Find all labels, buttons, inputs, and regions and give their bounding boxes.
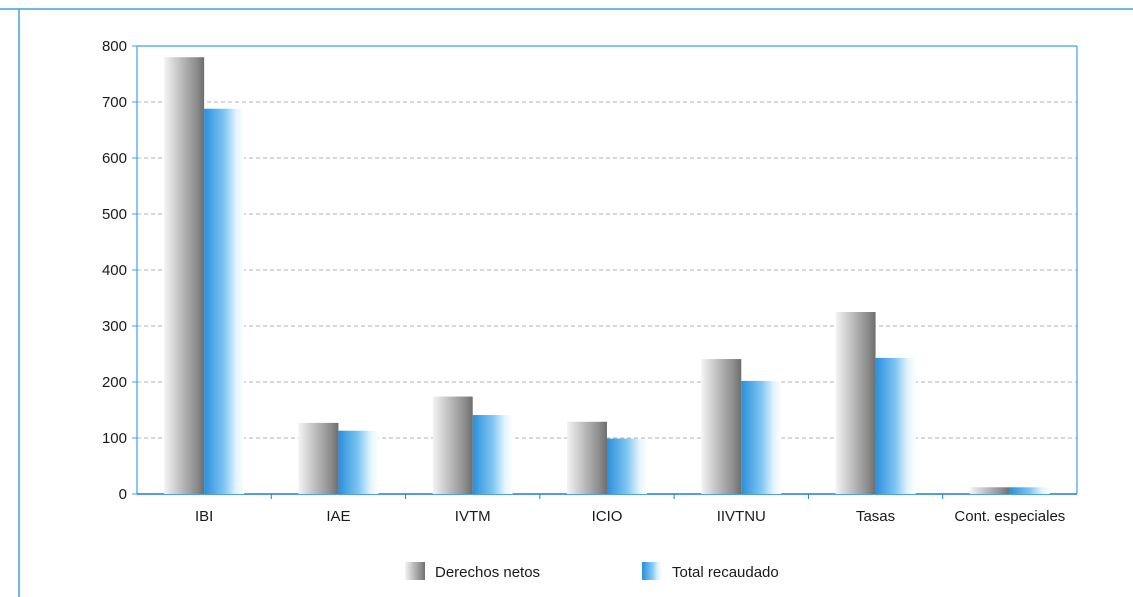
legend: Derechos netos Total recaudado	[405, 562, 779, 581]
y-axis-ticks: 0 100 200 300 400 500 600 700 800	[102, 38, 137, 503]
bar-derechos-netos	[970, 487, 1010, 494]
y-tick-label: 300	[102, 318, 127, 335]
x-category-label: IVTM	[455, 508, 491, 525]
bar-derechos-netos	[298, 423, 338, 494]
bar-total-recaudado	[1010, 487, 1050, 494]
bar-derechos-netos	[836, 312, 876, 494]
legend-swatch-total-recaudado	[642, 562, 662, 580]
x-category-label: IIVTNU	[717, 508, 766, 525]
legend-swatch-derechos-netos	[405, 562, 425, 580]
x-category-label: Cont. especiales	[954, 508, 1065, 525]
bar-total-recaudado	[741, 381, 781, 494]
x-category-label: ICIO	[592, 508, 623, 525]
y-tick-label: 700	[102, 94, 127, 111]
bars	[164, 57, 1050, 494]
bar-total-recaudado	[338, 431, 378, 494]
y-tick-label: 0	[119, 486, 127, 503]
y-tick-label: 800	[102, 38, 127, 55]
legend-label-total-recaudado: Total recaudado	[672, 564, 779, 581]
x-axis-categories: IBI IAE IVTM ICIO IIVTNU Tasas Cont. especiale…	[195, 494, 1065, 525]
y-tick-label: 100	[102, 430, 127, 447]
bar-derechos-netos	[701, 359, 741, 494]
gridlines	[137, 102, 1077, 438]
x-category-label: Tasas	[856, 508, 895, 525]
y-tick-label: 200	[102, 374, 127, 391]
y-tick-label: 400	[102, 262, 127, 279]
bar-total-recaudado	[204, 109, 244, 494]
y-tick-label: 500	[102, 206, 127, 223]
y-tick-label: 600	[102, 150, 127, 167]
bar-derechos-netos	[433, 397, 473, 494]
x-category-label: IBI	[195, 508, 213, 525]
bar-derechos-netos	[164, 57, 204, 494]
legend-label-derechos-netos: Derechos netos	[435, 564, 540, 581]
x-category-label: IAE	[326, 508, 350, 525]
bar-total-recaudado	[473, 415, 513, 494]
bar-total-recaudado	[876, 358, 916, 494]
bar-total-recaudado	[607, 439, 647, 494]
bar-derechos-netos	[567, 422, 607, 494]
